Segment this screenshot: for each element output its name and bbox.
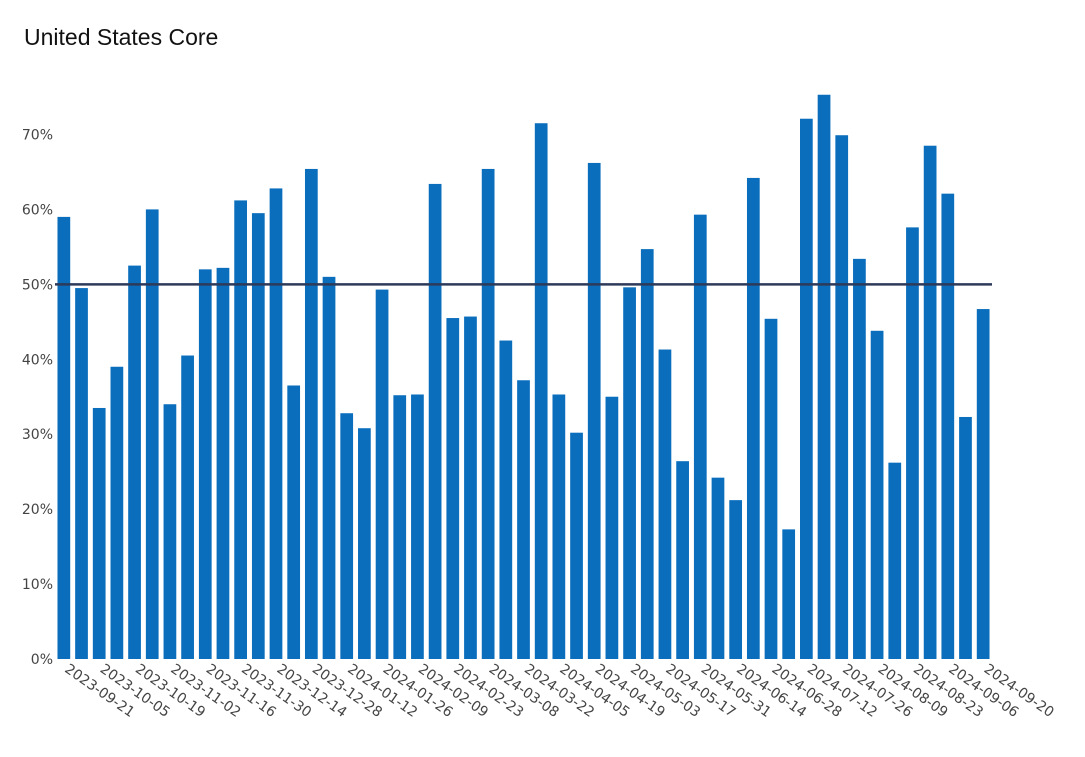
bar bbox=[923, 145, 937, 659]
bar bbox=[481, 168, 495, 659]
bar bbox=[693, 214, 707, 659]
bar bbox=[110, 366, 124, 659]
bar bbox=[269, 188, 283, 660]
bar bbox=[570, 432, 583, 659]
bar bbox=[676, 461, 689, 659]
bar bbox=[411, 394, 424, 659]
bar bbox=[605, 396, 619, 659]
bars-group bbox=[57, 94, 990, 660]
chart-title: United States Core bbox=[24, 24, 219, 50]
bar bbox=[817, 94, 831, 659]
y-tick-label: 20% bbox=[22, 502, 53, 518]
bar bbox=[587, 162, 601, 659]
bar bbox=[959, 416, 972, 659]
bar bbox=[428, 183, 442, 660]
bar bbox=[198, 269, 212, 659]
bar bbox=[906, 227, 919, 659]
bar bbox=[517, 380, 530, 659]
y-tick-label: 50% bbox=[22, 277, 53, 293]
y-tick-label: 70% bbox=[22, 127, 53, 143]
bar bbox=[499, 340, 513, 659]
bar bbox=[304, 168, 318, 659]
bar bbox=[640, 249, 654, 660]
bar bbox=[216, 267, 230, 659]
y-tick-label: 10% bbox=[22, 577, 53, 593]
y-tick-label: 40% bbox=[22, 352, 53, 368]
bar bbox=[800, 118, 813, 660]
bar bbox=[75, 288, 88, 659]
x-axis: 2023-09-212023-10-052023-10-192023-11-02… bbox=[62, 661, 1057, 721]
bar bbox=[552, 394, 566, 659]
bar bbox=[287, 385, 301, 659]
bar bbox=[711, 477, 725, 659]
bar bbox=[853, 258, 866, 659]
y-tick-label: 30% bbox=[22, 427, 53, 443]
y-tick-label: 60% bbox=[22, 202, 53, 218]
bar bbox=[393, 395, 407, 659]
bar bbox=[358, 428, 371, 659]
bar bbox=[888, 462, 902, 659]
bar bbox=[251, 213, 265, 659]
bar bbox=[340, 413, 354, 659]
bar bbox=[534, 123, 548, 660]
bar bbox=[658, 349, 672, 659]
bar bbox=[623, 287, 636, 659]
bar bbox=[322, 276, 336, 659]
bar bbox=[746, 177, 760, 659]
bar bbox=[163, 404, 177, 659]
bar bbox=[446, 318, 460, 659]
bar bbox=[375, 289, 389, 659]
y-tick-label: 0% bbox=[31, 652, 53, 668]
bar bbox=[729, 500, 743, 659]
y-axis: 0% 10% 20% 30% 40% 50% 60% 70% bbox=[22, 127, 53, 668]
bar bbox=[57, 216, 71, 659]
bar bbox=[764, 318, 778, 659]
bar bbox=[941, 193, 955, 659]
bar bbox=[92, 407, 106, 659]
bar bbox=[464, 316, 477, 659]
bar bbox=[181, 355, 194, 659]
bar bbox=[870, 330, 884, 659]
bar bbox=[128, 265, 141, 659]
bar bbox=[782, 529, 796, 659]
bar bbox=[835, 135, 849, 660]
bar bbox=[976, 309, 990, 659]
bar bbox=[145, 209, 159, 659]
bar bbox=[234, 200, 247, 659]
